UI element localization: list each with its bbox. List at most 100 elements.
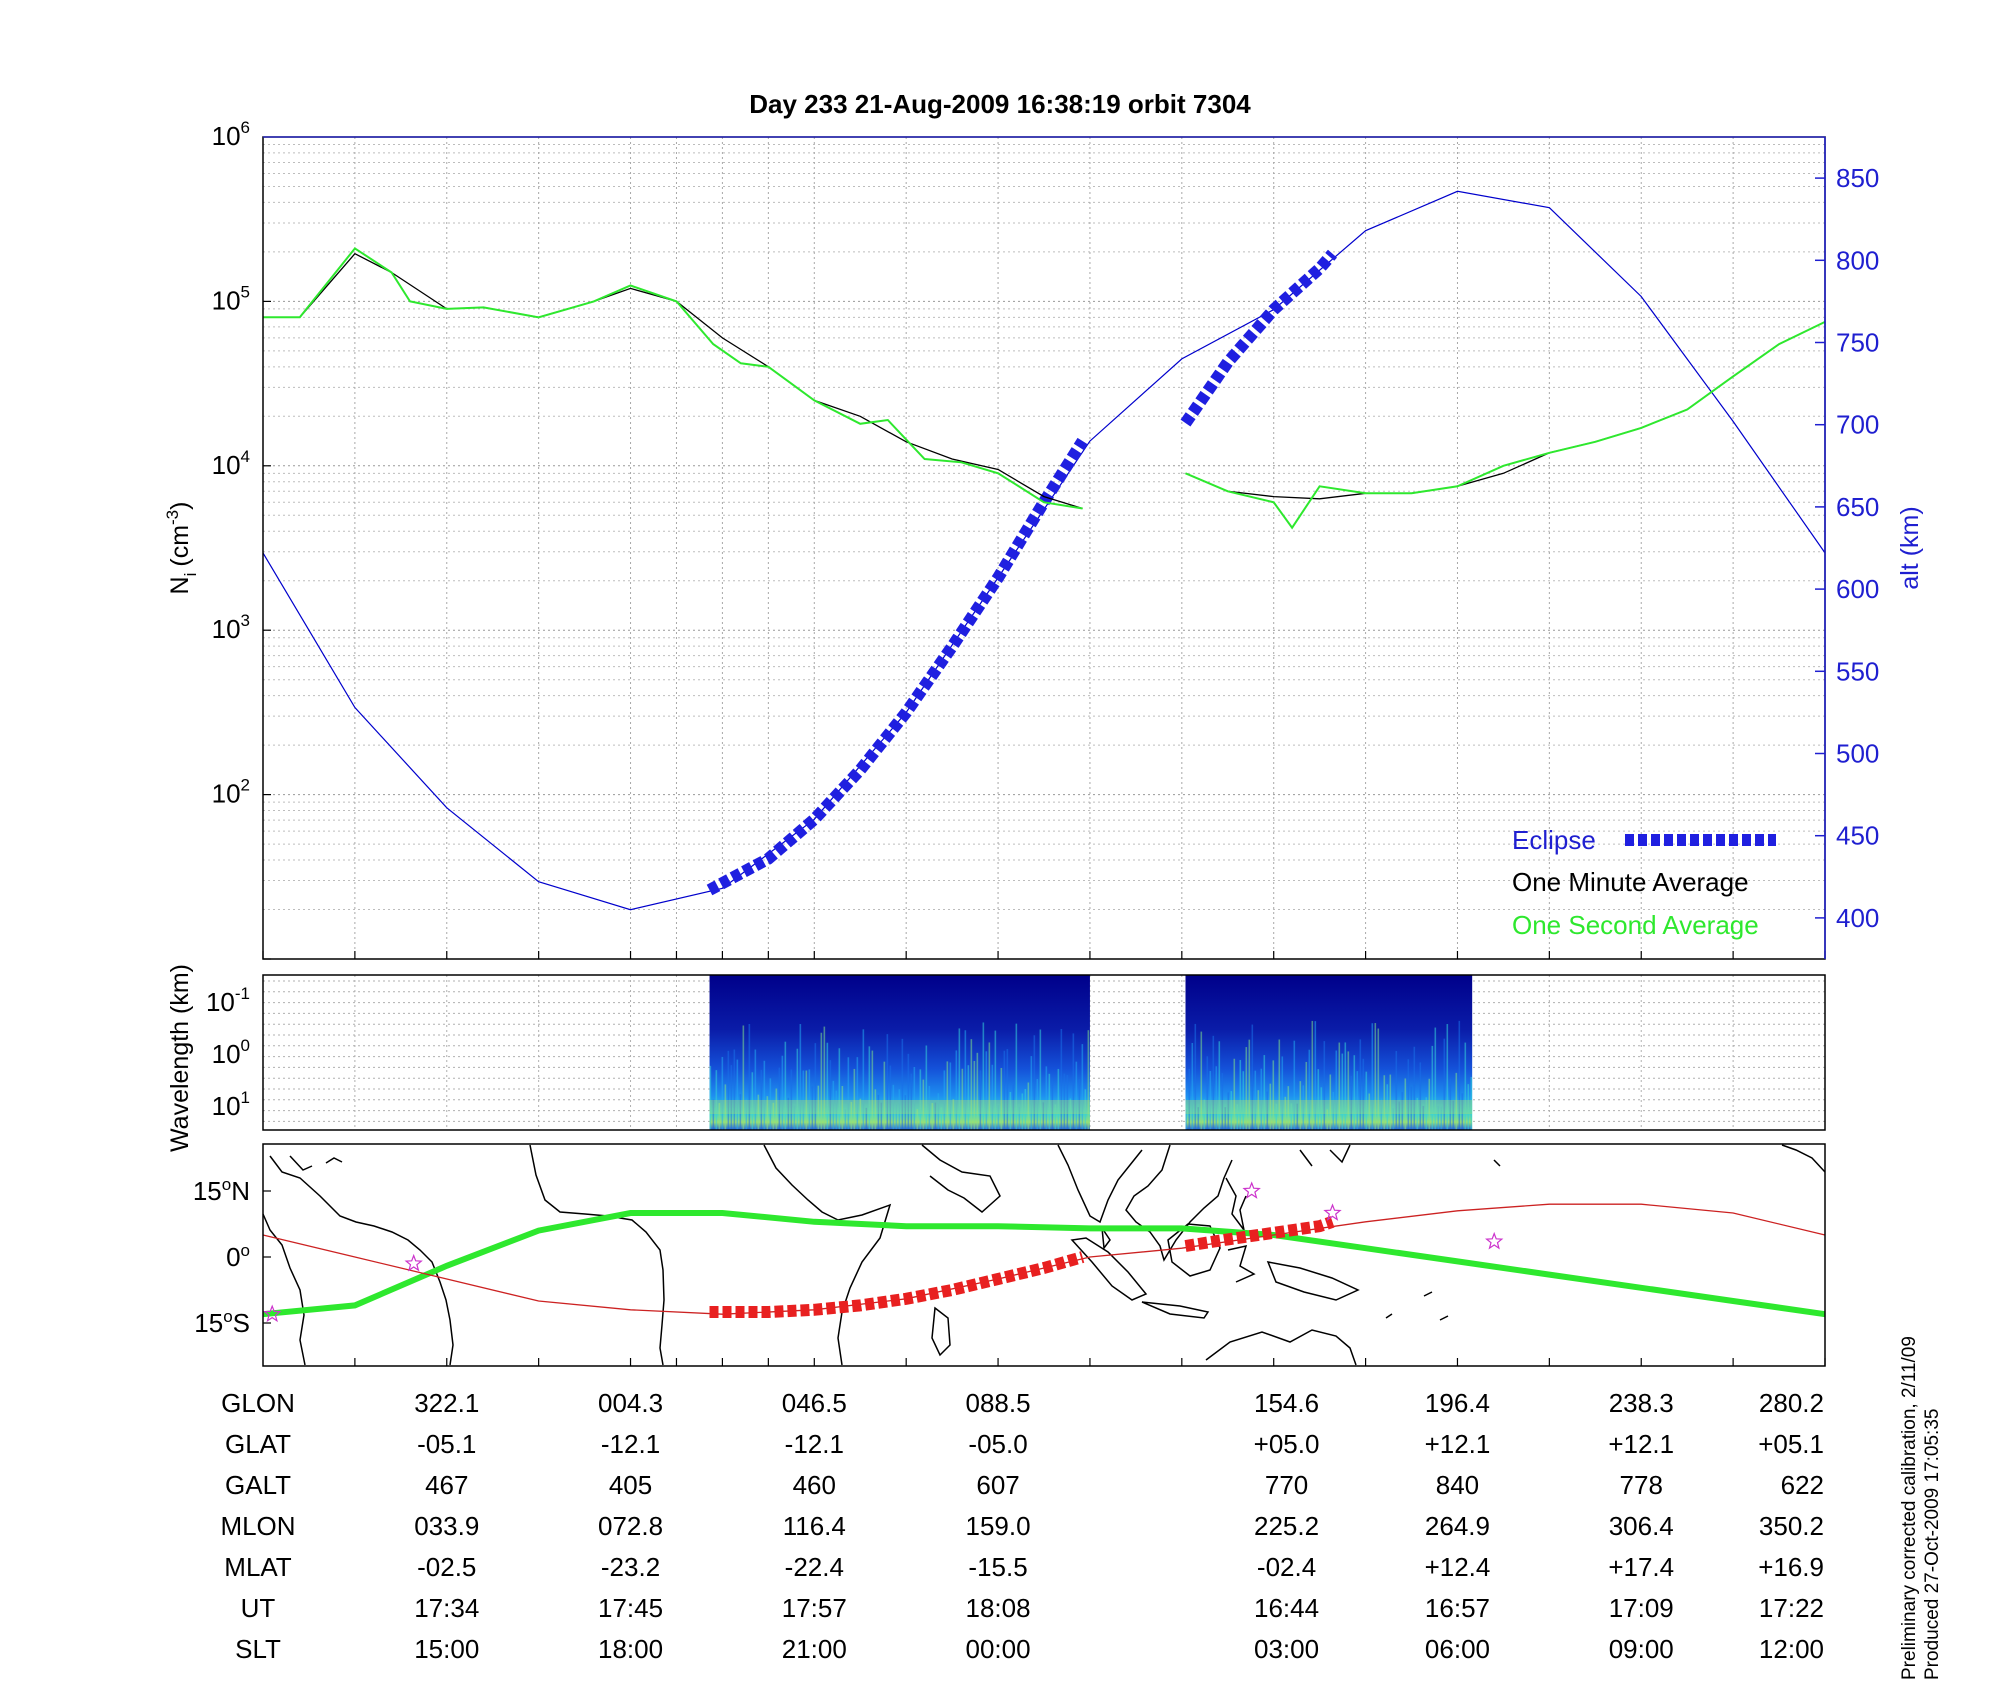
spectrogram-streak — [1194, 1023, 1197, 1130]
spectrogram-streak — [1326, 1109, 1329, 1130]
spectrogram-streak — [964, 1030, 967, 1130]
table-cell: 159.0 — [966, 1511, 1031, 1541]
spectrogram-streak — [1066, 1074, 1069, 1130]
spectrogram-streak — [718, 1102, 721, 1130]
spectrogram-streak — [1051, 1080, 1054, 1130]
map-eclipse — [709, 1251, 1085, 1318]
spectrogram-streak — [1431, 1045, 1434, 1130]
spectrogram-streak — [886, 1034, 889, 1130]
spectrogram-streak — [1263, 1055, 1266, 1130]
spectrogram-streak — [844, 1109, 847, 1130]
spectrogram-streak — [733, 1049, 736, 1130]
spectrogram-streak — [1078, 1078, 1081, 1130]
spectrogram-streak — [1048, 1073, 1051, 1130]
spectrogram-streak — [976, 1052, 979, 1130]
spectrogram-streak — [1299, 1081, 1302, 1130]
spectrogram-streak — [1455, 1072, 1458, 1130]
left-tick-label: 102 — [212, 776, 250, 809]
table-cell: 16:57 — [1425, 1593, 1490, 1623]
map-series — [262, 1181, 1826, 1366]
spectrogram-streak — [1383, 1075, 1386, 1130]
spectrogram-streak — [1212, 1035, 1215, 1130]
spectrogram-streak — [1296, 1103, 1299, 1130]
spectrogram-streak — [829, 1060, 832, 1130]
spectrogram-streak — [1045, 1066, 1048, 1130]
spectrogram-streak — [757, 1094, 760, 1130]
spectrogram-streak — [1314, 1021, 1317, 1130]
coast-philippines — [1225, 1177, 1247, 1231]
table-cell: +12.4 — [1425, 1552, 1491, 1582]
spectrogram-streak — [1422, 1105, 1425, 1130]
table-cell: 840 — [1436, 1470, 1479, 1500]
spectrogram-streak — [835, 1090, 838, 1130]
spectrogram-streak — [895, 1104, 898, 1130]
spectrogram-streak — [1063, 1073, 1066, 1130]
table-cell: 06:00 — [1425, 1634, 1490, 1664]
table-cell: 322.1 — [414, 1388, 479, 1418]
spectrogram-streak — [1458, 1020, 1461, 1130]
spectrogram-streak — [727, 1050, 730, 1130]
spectrogram-streak — [874, 1089, 877, 1130]
spectrogram-streak — [766, 1096, 769, 1130]
map-star-marker — [404, 1253, 423, 1272]
spectrogram-streak — [901, 1038, 904, 1130]
spectrogram-streak — [892, 1084, 895, 1130]
spectrogram-streak — [973, 1060, 976, 1130]
spectrogram-streak — [1039, 1029, 1042, 1130]
table-cell: 154.6 — [1254, 1388, 1319, 1418]
spectrogram-streak — [1305, 1061, 1308, 1130]
spectrogram-streak — [1242, 1071, 1245, 1130]
table-cell: +05.1 — [1758, 1429, 1824, 1459]
spectrogram-streak — [1419, 1062, 1422, 1130]
map-frame — [262, 1143, 1826, 1367]
left-tick-label: 106 — [212, 118, 250, 151]
spectrogram-streak — [871, 1050, 874, 1130]
table-cell: -23.2 — [601, 1552, 660, 1582]
spectrogram-streak — [1245, 1047, 1248, 1130]
spectrogram-streak — [1254, 1070, 1257, 1130]
right-tick-label: 450 — [1836, 821, 1879, 851]
spectrogram-streak — [1365, 1071, 1368, 1130]
spectrogram-streak — [814, 1043, 817, 1130]
right-tick-label: 850 — [1836, 163, 1879, 193]
map-star-marker — [1242, 1181, 1261, 1199]
spectrogram-streak — [853, 1068, 856, 1130]
spectrogram-streak — [1374, 1023, 1377, 1130]
table-cell: +05.0 — [1254, 1429, 1320, 1459]
spectrogram-streak — [1398, 1101, 1401, 1130]
spectrogram-streak — [1012, 1081, 1015, 1130]
spectrogram-streak — [1434, 1027, 1437, 1130]
spectrogram-streak — [967, 1065, 970, 1130]
series-eclipse — [1180, 249, 1338, 427]
spectrogram-streak — [1081, 1044, 1084, 1130]
spectrogram-streak — [790, 1069, 793, 1130]
spectrogram-streak — [1359, 1039, 1362, 1130]
right-tick-label: 550 — [1836, 656, 1879, 686]
spectrogram-streak — [1227, 1092, 1230, 1130]
coast-sri-lanka — [1101, 1227, 1111, 1250]
table-cell: 09:00 — [1609, 1634, 1674, 1664]
table-row-label: GLAT — [225, 1429, 291, 1459]
table-row-label: SLT — [235, 1634, 281, 1664]
spectrogram-streak — [1350, 1076, 1353, 1130]
spectrogram-streak — [1200, 1031, 1203, 1130]
map-star-marker — [1485, 1231, 1504, 1250]
spectrogram-streak — [979, 1070, 982, 1130]
legend-minute-label: One Minute Average — [1512, 867, 1749, 897]
spectrogram-streak — [1416, 1097, 1419, 1130]
coast-borneo — [1167, 1223, 1221, 1277]
coast-caribbean — [289, 1155, 343, 1171]
top-right-tick-labels: 850 800 750 700 650 600 550 500 450 400 — [1815, 163, 1879, 933]
spectrogram-streak — [994, 1030, 997, 1130]
spectrogram-streak — [1021, 1093, 1024, 1130]
spectrogram-streak — [745, 1099, 748, 1130]
spectrogram-streak — [1362, 1058, 1365, 1130]
spectrogram-streak — [1003, 1050, 1006, 1130]
spectrogram-streak — [1248, 1039, 1251, 1130]
spectrogram-streak — [742, 1025, 745, 1130]
spectrogram-streak — [1278, 1039, 1281, 1130]
spectrogram-streak — [1206, 1056, 1209, 1130]
spectrogram-streak — [904, 1095, 907, 1130]
spectrogram-streak — [997, 1105, 1000, 1130]
